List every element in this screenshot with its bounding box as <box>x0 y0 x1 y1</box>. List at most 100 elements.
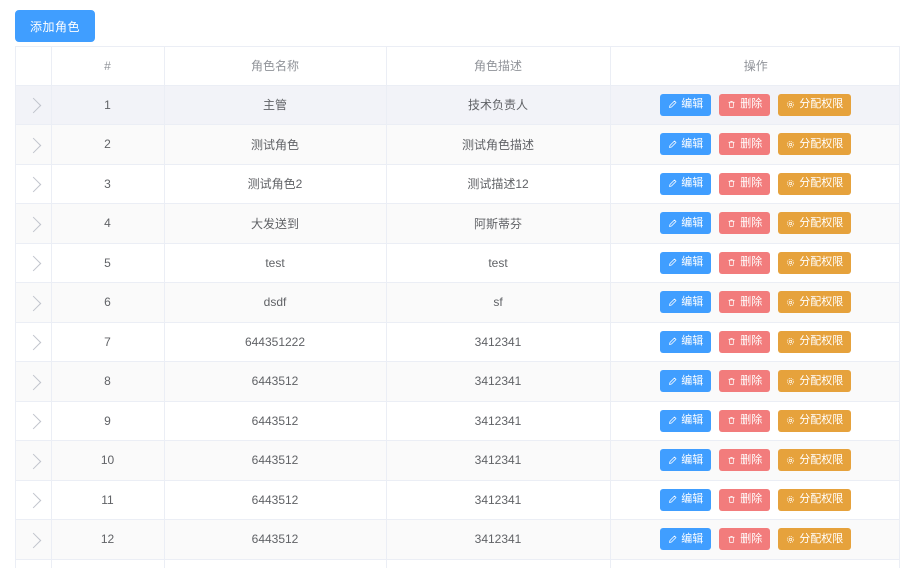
edit-button[interactable]: 编辑 <box>660 212 712 235</box>
delete-button[interactable]: 删除 <box>719 93 771 116</box>
chevron-right-icon[interactable] <box>25 97 42 114</box>
table-row[interactable]: 9 6443512 3412341 编辑 删除 分配权限 <box>16 401 899 441</box>
edit-button-label: 编辑 <box>681 414 704 427</box>
delete-button[interactable]: 删除 <box>719 251 771 274</box>
edit-button-label: 编辑 <box>681 374 704 387</box>
delete-button[interactable]: 删除 <box>719 409 771 432</box>
row-expand-cell[interactable] <box>16 401 52 441</box>
action-button-group: 编辑 删除 分配权限 <box>615 488 898 511</box>
edit-button-label: 编辑 <box>681 177 704 190</box>
chevron-right-icon[interactable] <box>25 374 42 390</box>
table-row[interactable]: 2 测试角色 测试角色描述 编辑 删除 分配权限 <box>16 124 899 165</box>
row-expand-cell[interactable] <box>16 322 52 362</box>
assign-permission-button[interactable]: 分配权限 <box>778 133 852 156</box>
row-expand-cell[interactable] <box>16 124 52 165</box>
table-row[interactable]: 10 6443512 3412341 编辑 删除 分配权限 <box>16 440 899 481</box>
trash-icon <box>727 298 736 307</box>
delete-button-label: 删除 <box>740 453 763 466</box>
edit-button-label: 编辑 <box>681 453 704 466</box>
table-row[interactable]: 11 6443512 3412341 编辑 删除 分配权限 <box>16 480 899 520</box>
delete-button[interactable]: 删除 <box>719 528 771 551</box>
chevron-right-icon[interactable] <box>25 216 42 232</box>
edit-button[interactable]: 编辑 <box>660 133 712 156</box>
assign-permission-button-label: 分配权限 <box>799 216 844 229</box>
table-row[interactable]: 6 dsdf sf 编辑 删除 分配权限 <box>16 282 899 323</box>
pencil-icon <box>668 535 677 544</box>
edit-button[interactable]: 编辑 <box>660 449 712 472</box>
column-header-index: # <box>51 47 165 86</box>
assign-permission-button[interactable]: 分配权限 <box>778 449 852 472</box>
pencil-icon <box>668 337 677 346</box>
row-operations: 编辑 删除 分配权限 <box>610 322 899 362</box>
edit-button[interactable]: 编辑 <box>660 528 712 551</box>
trash-icon <box>727 140 736 149</box>
table-row[interactable]: 1 主管 技术负责人 编辑 删除 分配权限 <box>16 85 899 125</box>
delete-button[interactable]: 删除 <box>719 133 771 156</box>
chevron-right-icon[interactable] <box>25 453 42 469</box>
gear-icon <box>786 495 795 504</box>
assign-permission-button[interactable]: 分配权限 <box>778 330 852 353</box>
table-row[interactable]: 12 6443512 3412341 编辑 删除 分配权限 <box>16 519 899 560</box>
trash-icon <box>727 456 736 465</box>
delete-button[interactable]: 删除 <box>719 291 771 314</box>
row-expand-cell[interactable] <box>16 164 52 204</box>
edit-button[interactable]: 编辑 <box>660 93 712 116</box>
pencil-icon <box>668 140 677 149</box>
chevron-right-icon[interactable] <box>25 176 42 193</box>
assign-permission-button[interactable]: 分配权限 <box>778 251 852 274</box>
table-row[interactable]: 4 大发送到 阿斯蒂芬 编辑 删除 分配权限 <box>16 203 899 244</box>
edit-button[interactable]: 编辑 <box>660 488 712 511</box>
column-header-desc: 角色描述 <box>386 47 611 86</box>
edit-button[interactable]: 编辑 <box>660 409 712 432</box>
edit-button[interactable]: 编辑 <box>660 172 712 195</box>
row-role-desc: 阿斯蒂芬 <box>386 203 611 244</box>
chevron-right-icon[interactable] <box>25 334 42 351</box>
row-expand-cell[interactable] <box>16 85 52 125</box>
delete-button[interactable]: 删除 <box>719 212 771 235</box>
assign-permission-button[interactable]: 分配权限 <box>778 370 852 393</box>
edit-button[interactable]: 编辑 <box>660 251 712 274</box>
table-row[interactable]: 8 6443512 3412341 编辑 删除 分配权限 <box>16 361 899 402</box>
table-row[interactable]: 3 测试角色2 测试描述12 编辑 删除 分配权限 <box>16 164 899 204</box>
row-role-desc: 测试描述12 <box>386 164 611 204</box>
delete-button[interactable]: 删除 <box>719 488 771 511</box>
assign-permission-button[interactable]: 分配权限 <box>778 488 852 511</box>
row-expand-cell[interactable] <box>16 440 52 481</box>
assign-permission-button[interactable]: 分配权限 <box>778 93 852 116</box>
assign-permission-button[interactable]: 分配权限 <box>778 528 852 551</box>
assign-permission-button[interactable]: 分配权限 <box>778 212 852 235</box>
table-row[interactable]: 7 644351222 3412341 编辑 删除 分配权限 <box>16 322 899 362</box>
chevron-right-icon[interactable] <box>25 532 42 548</box>
chevron-right-icon[interactable] <box>25 295 42 311</box>
delete-button[interactable]: 删除 <box>719 172 771 195</box>
row-expand-cell[interactable] <box>16 243 52 283</box>
assign-permission-button[interactable]: 分配权限 <box>778 172 852 195</box>
row-expand-cell[interactable] <box>16 480 52 520</box>
row-role-name: 大发送到 <box>164 203 387 244</box>
row-index: 1 <box>51 85 165 125</box>
delete-button[interactable]: 删除 <box>719 370 771 393</box>
edit-button[interactable]: 编辑 <box>660 330 712 353</box>
table-row[interactable]: 5 test test 编辑 删除 分配权限 <box>16 243 899 283</box>
chevron-right-icon[interactable] <box>25 137 42 153</box>
role-table-container: # 角色名称 角色描述 操作 1 主管 技术负责人 编辑 删除 分配权限 2 测试角色 测试角色… <box>15 46 900 568</box>
action-button-group: 编辑 删除 分配权限 <box>615 528 898 551</box>
chevron-right-icon[interactable] <box>25 255 42 272</box>
row-expand-cell[interactable] <box>16 559 52 568</box>
assign-permission-button[interactable]: 分配权限 <box>778 291 852 314</box>
row-expand-cell[interactable] <box>16 361 52 402</box>
assign-permission-button[interactable]: 分配权限 <box>778 409 852 432</box>
row-role-desc: 技术负责人 <box>386 85 611 125</box>
row-expand-cell[interactable] <box>16 203 52 244</box>
delete-button[interactable]: 删除 <box>719 449 771 472</box>
table-row[interactable]: 1364435123412341编辑删除分配权限 <box>16 559 899 568</box>
chevron-right-icon[interactable] <box>25 413 42 430</box>
edit-button[interactable]: 编辑 <box>660 291 712 314</box>
delete-button[interactable]: 删除 <box>719 330 771 353</box>
row-expand-cell[interactable] <box>16 282 52 323</box>
edit-button[interactable]: 编辑 <box>660 370 712 393</box>
row-expand-cell[interactable] <box>16 519 52 560</box>
add-role-button[interactable]: 添加角色 <box>15 10 96 42</box>
action-button-group: 编辑 删除 分配权限 <box>615 172 898 195</box>
chevron-right-icon[interactable] <box>25 492 42 509</box>
